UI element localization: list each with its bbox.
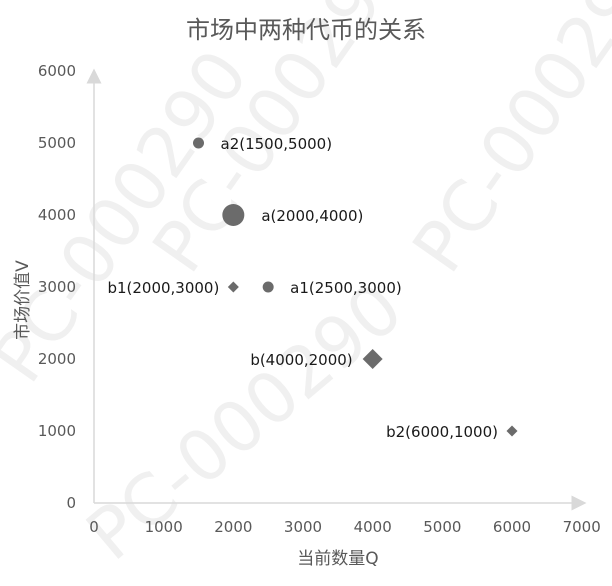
data-point-marker [222, 204, 245, 226]
data-point-marker [227, 281, 239, 293]
data-label: b(4000,2000) [250, 351, 352, 369]
data-label: a2(1500,5000) [221, 135, 333, 153]
y-tick-label: 2000 [38, 350, 76, 368]
y-tick-label: 6000 [38, 62, 76, 80]
x-tick-label: 4000 [354, 518, 392, 536]
data-labels: a2(1500,5000) a(2000,4000) b1(2000,3000) a1… [107, 135, 498, 441]
data-point-marker [193, 137, 204, 149]
x-tick-label: 0 [89, 518, 99, 536]
data-label: a1(2500,3000) [290, 279, 402, 297]
y-tick-label: 3000 [38, 278, 76, 296]
x-tick-label: 3000 [284, 518, 322, 536]
chart-title: 市场中两种代币的关系 [186, 16, 426, 44]
data-label: a(2000,4000) [261, 207, 363, 225]
x-tick-label: 5000 [423, 518, 461, 536]
x-tick-label: 2000 [214, 518, 252, 536]
x-tick-label: 1000 [145, 518, 183, 536]
tick-labels: 0 1000 2000 3000 4000 5000 6000 7000 0 1000 2000 30… [38, 62, 601, 536]
watermark-text-3: PC-000290 [397, 0, 612, 287]
x-tick-label: 6000 [493, 518, 531, 536]
y-tick-label: 0 [66, 494, 76, 512]
data-label: b2(6000,1000) [386, 423, 498, 441]
y-tick-label: 1000 [38, 422, 76, 440]
x-axis-title: 当前数量Q [297, 549, 378, 569]
data-point-marker [506, 425, 518, 437]
axes [86, 68, 587, 511]
x-tick-label: 7000 [563, 518, 601, 536]
data-point-marker [362, 349, 383, 369]
y-axis-title: 市场价值V [13, 260, 33, 340]
data-point-marker [262, 281, 274, 293]
y-tick-label: 5000 [38, 134, 76, 152]
y-tick-label: 4000 [38, 206, 76, 224]
data-points [193, 137, 518, 437]
data-label: b1(2000,3000) [107, 279, 219, 297]
